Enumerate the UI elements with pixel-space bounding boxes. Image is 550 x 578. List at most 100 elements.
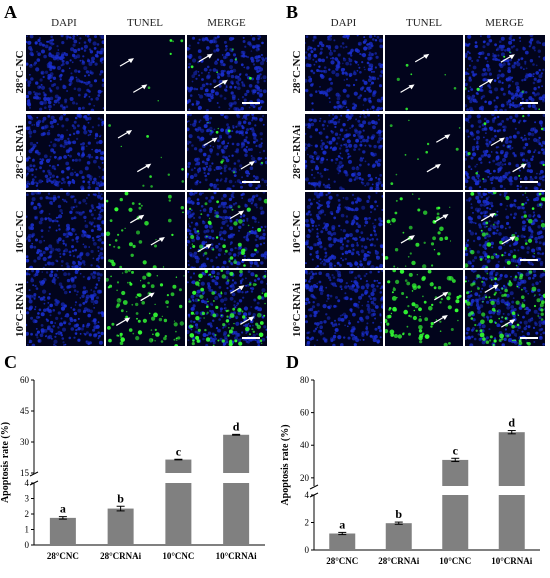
bar xyxy=(165,459,192,473)
tunel-micrograph xyxy=(106,114,185,190)
x-tick-label: 10°CRNAi xyxy=(216,551,258,561)
y-tick-label: 2 xyxy=(305,518,310,528)
column-header-tunel: TUNEL xyxy=(405,17,443,29)
row-label: 10°C-NC xyxy=(291,210,303,254)
chart-svg-d: 20 40 60 80 0 2 4 Apoptosis rate (%) a 28°CNC b 28°… xyxy=(280,375,540,566)
column-header-tunel: TUNEL xyxy=(126,17,164,29)
scale-bar xyxy=(242,337,260,339)
merge-micrograph xyxy=(187,192,267,268)
y-tick-label: 15 xyxy=(20,468,30,478)
bar-chart-c: 15 30 45 60 0 1 2 3 4 Apoptosis rate (%) a 28°CNC b 2… xyxy=(0,368,275,573)
merge-micrograph xyxy=(187,114,267,190)
dapi-micrograph xyxy=(305,192,383,268)
x-tick-label: 28°CNC xyxy=(326,556,358,566)
axis-break-mark xyxy=(29,471,39,477)
tunel-micrograph xyxy=(106,192,185,268)
scale-bar xyxy=(242,259,260,261)
y-tick-label: 40 xyxy=(300,440,310,450)
bar-chart-d: 20 40 60 80 0 2 4 Apoptosis rate (%) a 28°CNC b 28°… xyxy=(278,368,550,573)
bar xyxy=(49,517,76,545)
merge-micrograph xyxy=(465,270,545,346)
tunel-micrograph xyxy=(385,192,463,268)
y-tick-label: 0 xyxy=(25,540,30,550)
significance-letter: b xyxy=(117,491,124,505)
bar xyxy=(223,434,250,473)
scale-bar xyxy=(520,102,538,104)
panel-letter-b: B xyxy=(286,2,299,22)
y-tick-label: 20 xyxy=(300,473,310,483)
significance-letter: a xyxy=(60,502,66,516)
chart-svg-c: 15 30 45 60 0 1 2 3 4 Apoptosis rate (%) a 28°CNC b 2… xyxy=(0,375,265,561)
x-tick-label: 10°CRNAi xyxy=(491,556,533,566)
bar xyxy=(498,432,525,486)
y-axis-label: Apoptosis rate (%) xyxy=(280,424,291,505)
bar xyxy=(442,495,469,550)
bar xyxy=(498,495,525,550)
scale-bar xyxy=(242,102,260,104)
bar xyxy=(442,459,469,486)
column-header-merge: MERGE xyxy=(207,17,246,29)
merge-micrograph xyxy=(187,35,267,111)
bar xyxy=(385,523,412,550)
y-tick-label: 45 xyxy=(20,406,30,416)
merge-micrograph xyxy=(465,35,545,111)
row-label: 10°C-NC xyxy=(14,210,26,254)
y-tick-label: 60 xyxy=(20,375,30,385)
y-tick-label: 80 xyxy=(300,375,310,385)
row-label: 28°C-NC xyxy=(14,50,26,94)
bar xyxy=(223,483,250,545)
dapi-micrograph xyxy=(305,114,383,190)
y-tick-label: 30 xyxy=(20,437,30,447)
scale-bar xyxy=(520,337,538,339)
row-label: 28°C-NC xyxy=(291,50,303,94)
bar xyxy=(165,483,192,545)
y-tick-label: 0 xyxy=(305,545,310,555)
column-header-merge: MERGE xyxy=(485,17,524,29)
significance-letter: d xyxy=(233,419,240,433)
tunel-micrograph xyxy=(385,270,463,346)
merge-micrograph xyxy=(465,192,545,268)
y-axis-label: Apoptosis rate (%) xyxy=(0,422,11,503)
column-header-dapi: DAPI xyxy=(51,17,77,29)
row-label: 28°C-RNAi xyxy=(291,125,303,179)
row-label: 10°C-RNAi xyxy=(291,283,303,337)
row-label: 28°C-RNAi xyxy=(14,125,26,179)
tunel-micrograph xyxy=(385,35,463,111)
bar xyxy=(329,533,356,550)
merge-micrograph xyxy=(465,114,545,190)
y-tick-label: 4 xyxy=(25,478,30,488)
x-tick-label: 28°CNC xyxy=(47,551,79,561)
x-tick-label: 28°CRNAi xyxy=(100,551,142,561)
row-label: 10°C-RNAi xyxy=(14,283,26,337)
column-header-dapi: DAPI xyxy=(330,17,357,29)
significance-letter: a xyxy=(339,517,345,531)
y-tick-label: 1 xyxy=(25,525,30,535)
dapi-micrograph xyxy=(305,35,383,111)
panel-letter-a: A xyxy=(4,2,17,22)
y-tick-label: 4 xyxy=(305,490,310,500)
dapi-micrograph xyxy=(305,270,383,346)
significance-letter: c xyxy=(453,443,459,457)
dapi-micrograph xyxy=(26,114,104,190)
significance-letter: b xyxy=(395,507,402,521)
dapi-micrograph xyxy=(26,192,104,268)
dapi-micrograph xyxy=(26,35,104,111)
y-tick-label: 2 xyxy=(25,509,30,519)
axis-break-mark xyxy=(309,484,319,490)
bar xyxy=(107,508,134,545)
x-tick-label: 28°CRNAi xyxy=(378,556,420,566)
x-tick-label: 10°CNC xyxy=(439,556,471,566)
y-tick-label: 60 xyxy=(300,408,310,418)
panel-letter-d: D xyxy=(286,352,299,372)
tunel-micrograph xyxy=(385,114,463,190)
significance-letter: d xyxy=(508,416,515,430)
significance-letter: c xyxy=(176,444,182,458)
merge-micrograph xyxy=(187,270,267,346)
scale-bar xyxy=(520,181,538,183)
y-tick-label: 3 xyxy=(25,494,30,504)
scale-bar xyxy=(520,259,538,261)
tunel-micrograph xyxy=(106,270,185,346)
x-tick-label: 10°CNC xyxy=(162,551,194,561)
tunel-micrograph xyxy=(106,35,185,111)
panel-letter-c: C xyxy=(4,352,17,372)
